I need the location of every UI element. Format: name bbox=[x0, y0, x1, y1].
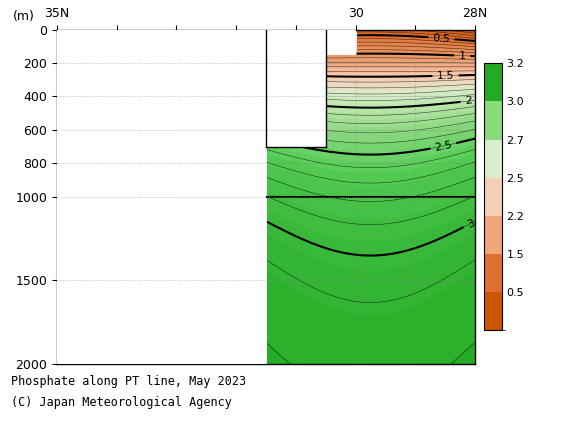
Text: 1.5: 1.5 bbox=[437, 71, 454, 81]
Text: 3: 3 bbox=[466, 217, 476, 230]
Text: 2: 2 bbox=[465, 96, 473, 106]
Bar bbox=[57, 30, 266, 364]
Text: 1: 1 bbox=[459, 50, 466, 61]
Text: (C) Japan Meteorological Agency: (C) Japan Meteorological Agency bbox=[11, 396, 233, 409]
Text: Phosphate along PT line, May 2023: Phosphate along PT line, May 2023 bbox=[11, 375, 246, 388]
Text: 0.5: 0.5 bbox=[432, 33, 450, 44]
Y-axis label: (m): (m) bbox=[13, 10, 35, 23]
Text: 2.5: 2.5 bbox=[434, 139, 453, 153]
Bar bbox=[325, 30, 356, 55]
Bar bbox=[266, 30, 325, 147]
